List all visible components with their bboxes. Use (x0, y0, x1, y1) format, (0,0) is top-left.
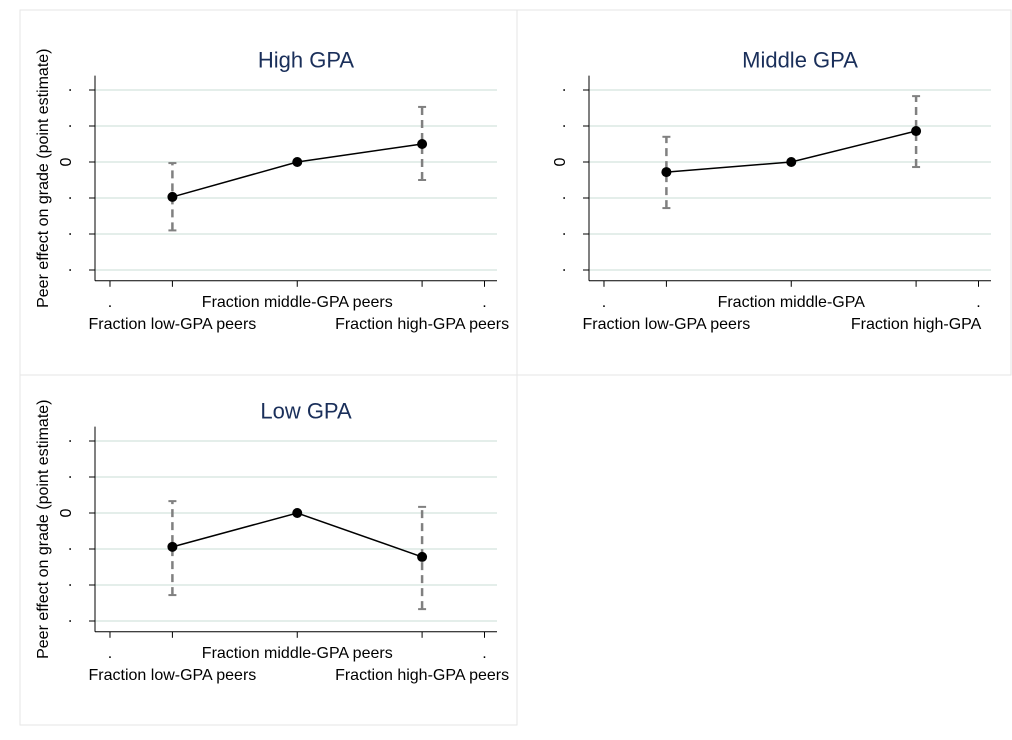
y-tick-label: 0 (58, 508, 75, 517)
y-tick-label: . (58, 88, 75, 92)
point (167, 541, 178, 552)
y-tick-label: . (58, 547, 75, 551)
x-tick-label: Fraction high-GPA (851, 316, 982, 333)
x-tick-label: Fraction low-GPA peers (89, 316, 257, 333)
y-tick-label: . (58, 619, 75, 623)
y-tick-label: . (552, 268, 569, 272)
point (292, 157, 303, 167)
y-tick-label: . (58, 268, 75, 272)
x-tick-label: . (482, 645, 486, 662)
chart-title: High GPA (258, 47, 355, 72)
y-axis-label: Peer effect on grade (point estimate) (35, 48, 52, 307)
x-tick-label: Fraction high-GPA peers (335, 667, 509, 684)
y-tick-label: . (552, 196, 569, 200)
line-series (172, 512, 423, 558)
line-series (172, 143, 423, 198)
x-tick-label: Fraction low-GPA peers (583, 316, 751, 333)
y-tick-label: 0 (58, 157, 75, 166)
point (167, 191, 178, 202)
y-tick-label: 0 (552, 157, 569, 166)
x-tick-label: Fraction middle-GPA (718, 294, 866, 311)
x-tick-label: Fraction middle-GPA peers (202, 645, 393, 662)
x-tick-label: . (108, 294, 112, 311)
point (292, 508, 303, 518)
y-tick-label: . (58, 196, 75, 200)
chart-title: Low GPA (260, 398, 352, 423)
y-tick-label: . (58, 439, 75, 443)
y-tick-label: . (552, 124, 569, 128)
x-tick-label: . (108, 645, 112, 662)
chart-title: Middle GPA (742, 47, 858, 72)
point (417, 139, 428, 149)
x-tick-label: . (602, 294, 606, 311)
x-tick-label: . (976, 294, 980, 311)
x-tick-label: Fraction low-GPA peers (89, 667, 257, 684)
x-tick-label: Fraction high-GPA peers (335, 316, 509, 333)
y-tick-label: . (58, 232, 75, 236)
y-tick-label: . (552, 232, 569, 236)
panel-frame (516, 9, 1012, 376)
y-tick-label: . (58, 124, 75, 128)
point (911, 126, 922, 137)
y-tick-label: . (552, 88, 569, 92)
y-axis-label: Peer effect on grade (point estimate) (35, 399, 52, 658)
point (417, 551, 428, 562)
point (661, 167, 672, 178)
panel-frame (19, 374, 518, 726)
y-tick-label: . (58, 475, 75, 479)
x-tick-label: . (482, 294, 486, 311)
x-tick-label: Fraction middle-GPA peers (202, 294, 393, 311)
point (786, 157, 797, 167)
y-tick-label: . (58, 583, 75, 587)
